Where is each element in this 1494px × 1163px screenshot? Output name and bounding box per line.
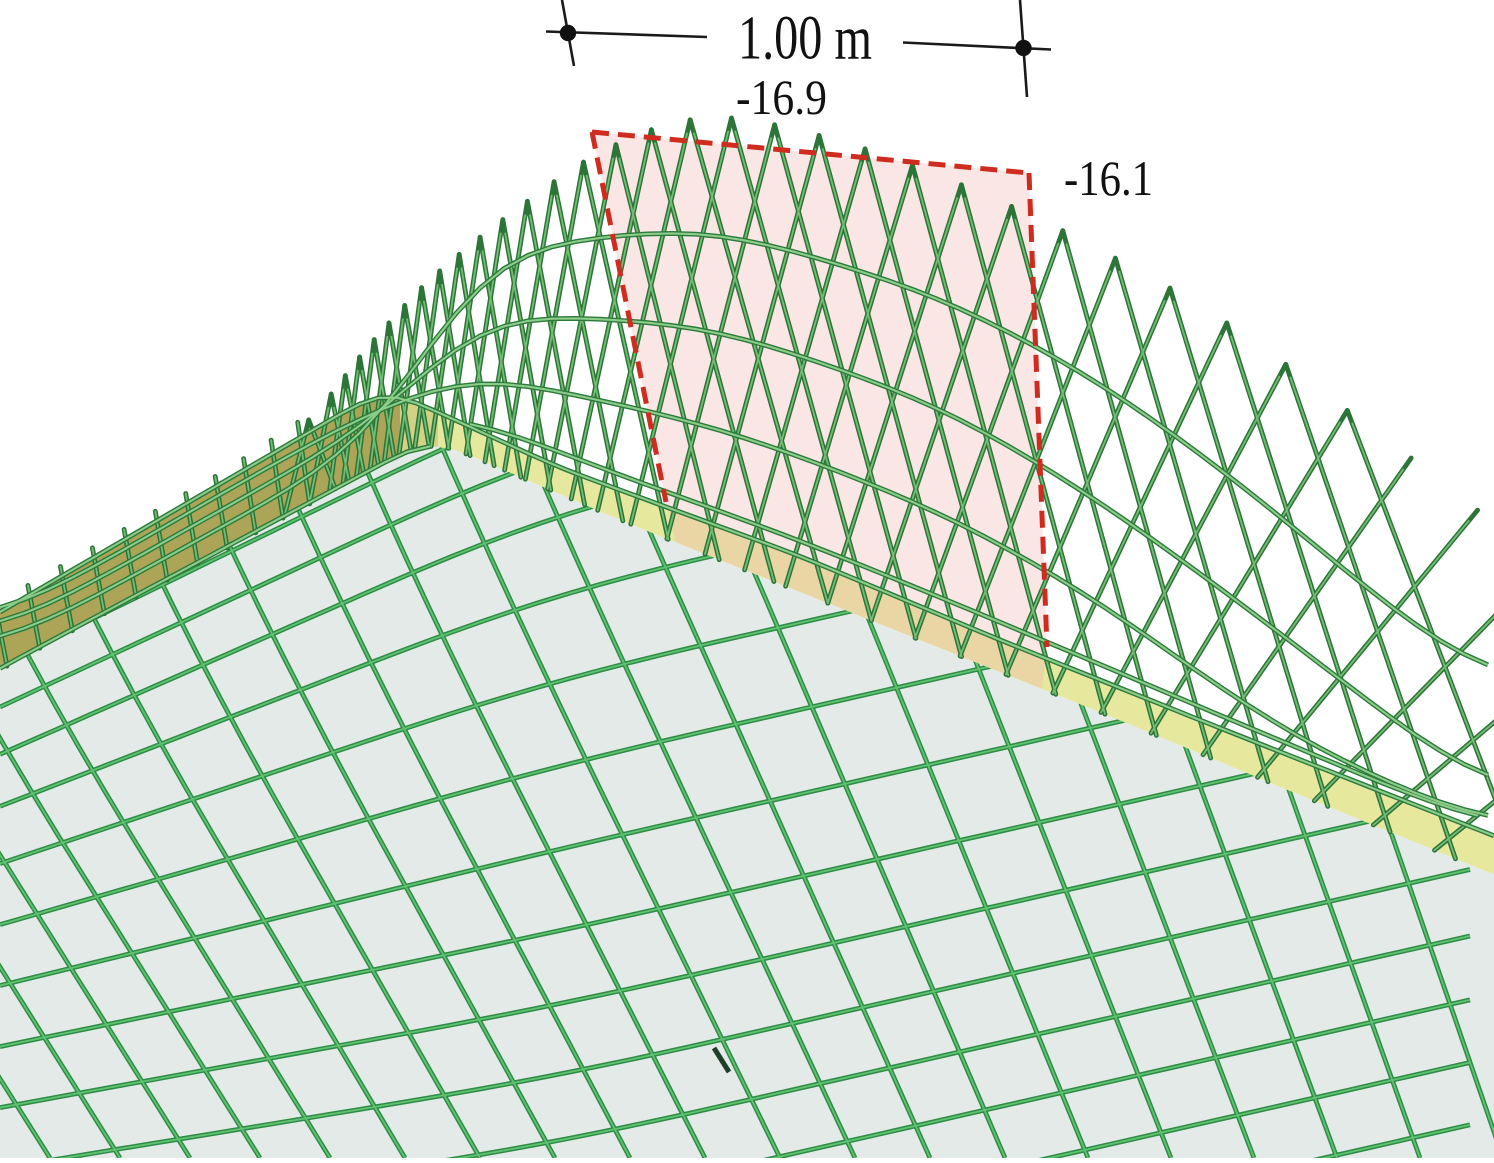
svg-text:-16.9: -16.9 (736, 69, 827, 125)
svg-text:-16.1: -16.1 (1064, 150, 1153, 206)
svg-text:1.00 m: 1.00 m (738, 5, 872, 73)
